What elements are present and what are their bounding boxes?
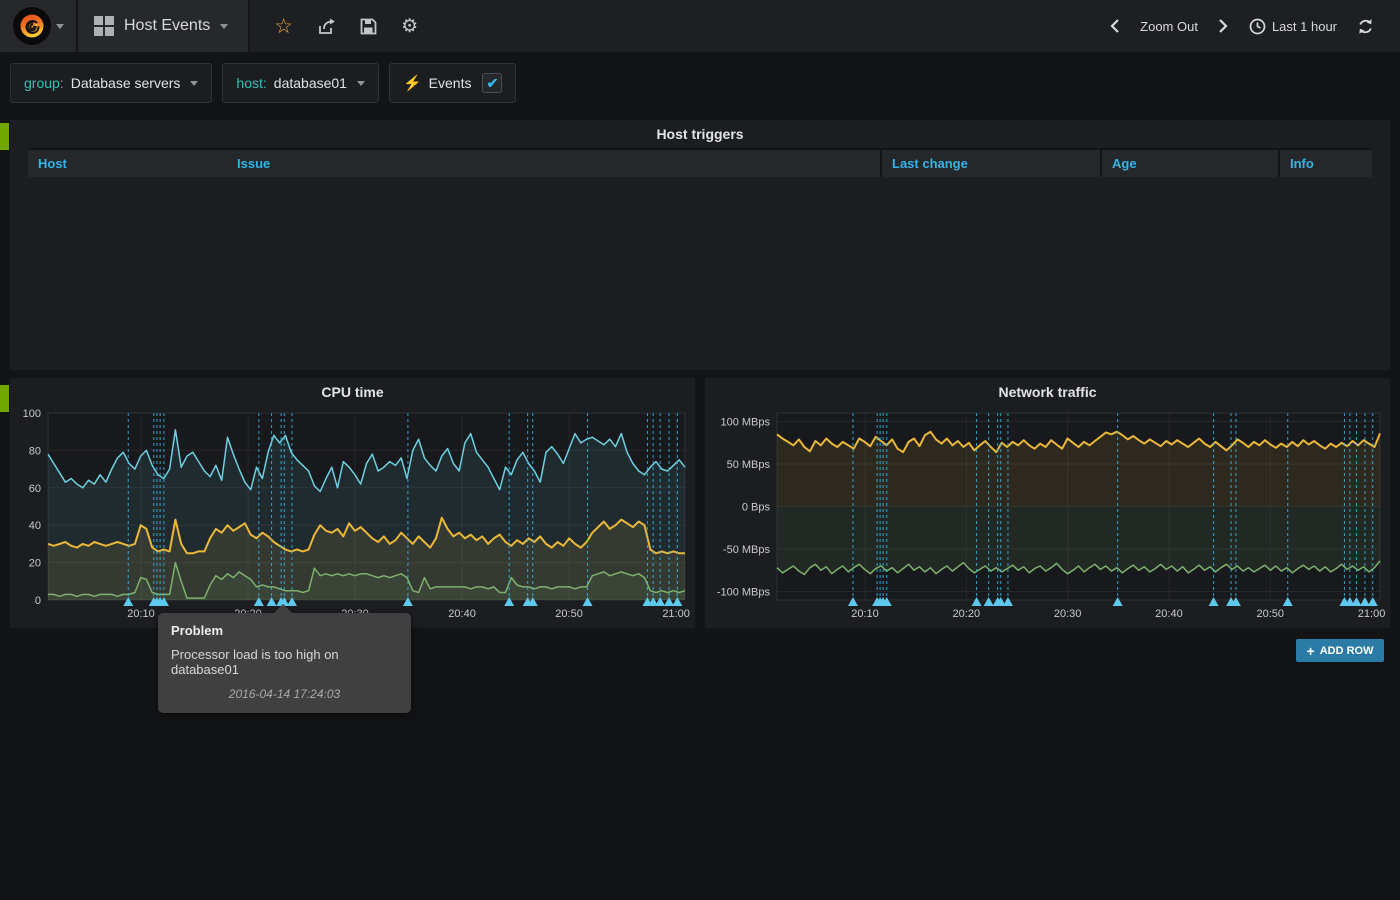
save-icon — [360, 18, 377, 35]
events-annotation-toggle[interactable]: ⚡ Events ✔ — [389, 63, 517, 103]
svg-text:-100 MBps: -100 MBps — [717, 587, 771, 599]
navbar-time-controls: Zoom Out Last 1 hour — [1099, 0, 1400, 52]
cpu-time-chart[interactable]: 02040608010020:1020:2020:3020:4020:5021:… — [10, 378, 695, 628]
tooltip-title: Problem — [171, 623, 398, 638]
svg-text:20:50: 20:50 — [555, 608, 583, 620]
dashboard-title-dropdown[interactable]: Host Events — [78, 0, 250, 52]
refresh-icon — [1357, 18, 1374, 35]
svg-text:80: 80 — [29, 445, 41, 457]
grafana-menu-button[interactable] — [0, 0, 78, 52]
cpu-time-panel: 02040608010020:1020:2020:3020:4020:5021:… — [10, 378, 695, 628]
refresh-button[interactable] — [1347, 18, 1384, 35]
column-header[interactable]: Last change — [880, 150, 1100, 177]
panel-title[interactable]: Host triggers — [10, 120, 1390, 146]
svg-text:20:10: 20:10 — [127, 608, 155, 620]
column-header[interactable]: Info — [1278, 150, 1372, 177]
svg-text:50 MBps: 50 MBps — [727, 459, 771, 471]
dashboard-settings-button[interactable]: ⚙ — [401, 0, 418, 52]
svg-text:20:40: 20:40 — [448, 608, 476, 620]
variable-group-dropdown[interactable]: group: Database servers — [10, 63, 212, 103]
share-icon — [317, 18, 336, 35]
dashboard-title: Host Events — [124, 17, 210, 35]
time-shift-back-button[interactable] — [1099, 18, 1130, 34]
svg-text:21:00: 21:00 — [1358, 608, 1386, 620]
template-variables-row: group: Database servers host: database01… — [10, 63, 516, 103]
check-icon: ✔ — [487, 76, 499, 90]
svg-text:21:00: 21:00 — [662, 608, 690, 620]
gear-icon: ⚙ — [401, 17, 418, 36]
svg-text:20:30: 20:30 — [1054, 608, 1082, 620]
panel-title[interactable]: Network traffic — [705, 378, 1390, 404]
share-dashboard-button[interactable] — [317, 0, 336, 52]
table-header-row: HostIssueLast changeAgeInfo — [28, 148, 1372, 177]
tooltip-time: 2016-04-14 17:24:03 — [171, 687, 398, 701]
row-menu-toggle[interactable] — [0, 123, 9, 150]
svg-text:60: 60 — [29, 483, 41, 495]
chevron-down-icon — [190, 81, 198, 86]
column-header[interactable]: Host — [28, 150, 225, 177]
svg-text:20:50: 20:50 — [1256, 608, 1284, 620]
svg-text:0: 0 — [35, 595, 41, 607]
time-range-picker[interactable]: Last 1 hour — [1239, 18, 1347, 35]
grafana-logo-icon — [13, 7, 51, 45]
lightning-icon: ⚡ — [403, 74, 422, 92]
svg-text:20:20: 20:20 — [953, 608, 981, 620]
chart-svg: -100 MBps -50 MBps 0 Bps 50 MBps 100 MBps 20:… — [705, 378, 1390, 628]
chevron-right-icon — [1218, 18, 1229, 34]
network-traffic-panel: -100 MBps -50 MBps 0 Bps 50 MBps 100 MBps 20:… — [705, 378, 1390, 628]
row-menu-toggle[interactable] — [0, 385, 9, 412]
zoom-out-button[interactable]: Zoom Out — [1130, 19, 1208, 34]
svg-text:0 Bps: 0 Bps — [742, 502, 771, 514]
dashboard-page: Host Events ☆ ⚙ Zo — [0, 0, 1400, 900]
dashboard-grid-icon — [94, 16, 114, 36]
svg-text:-50 MBps: -50 MBps — [723, 544, 771, 556]
network-traffic-chart[interactable]: -100 MBps -50 MBps 0 Bps 50 MBps 100 MBps 20:… — [705, 378, 1390, 628]
variable-host-dropdown[interactable]: host: database01 — [222, 63, 379, 103]
column-header[interactable]: Age — [1100, 150, 1278, 177]
time-shift-forward-button[interactable] — [1208, 18, 1239, 34]
svg-text:40: 40 — [29, 520, 41, 532]
tooltip-body: Processor load is too high on database01 — [171, 647, 398, 677]
grafana-menu-caret-icon — [56, 24, 64, 29]
host-triggers-table: HostIssueLast changeAgeInfo — [28, 148, 1372, 177]
star-dashboard-button[interactable]: ☆ — [274, 0, 293, 52]
add-row-button[interactable]: + ADD ROW — [1296, 639, 1384, 662]
clock-icon — [1249, 18, 1266, 35]
annotation-tooltip: Problem Processor load is too high on da… — [158, 613, 411, 713]
svg-text:20:40: 20:40 — [1155, 608, 1183, 620]
events-checkbox[interactable]: ✔ — [482, 73, 502, 93]
navbar: Host Events ☆ ⚙ Zo — [0, 0, 1400, 52]
star-icon: ☆ — [274, 16, 293, 37]
svg-text:20:10: 20:10 — [851, 608, 879, 620]
dashboard-title-caret-icon — [220, 24, 228, 29]
svg-text:100 MBps: 100 MBps — [720, 417, 770, 429]
panel-title[interactable]: CPU time — [10, 378, 695, 404]
save-dashboard-button[interactable] — [360, 0, 377, 52]
chevron-down-icon — [357, 81, 365, 86]
chart-svg: 02040608010020:1020:2020:3020:4020:5021:… — [10, 378, 695, 628]
column-header[interactable]: Issue — [225, 150, 880, 177]
host-triggers-panel: Host triggers HostIssueLast changeAgeInf… — [10, 120, 1390, 370]
plus-icon: + — [1307, 644, 1315, 658]
svg-text:100: 100 — [23, 408, 41, 420]
chevron-left-icon — [1109, 18, 1120, 34]
svg-text:20: 20 — [29, 558, 41, 570]
